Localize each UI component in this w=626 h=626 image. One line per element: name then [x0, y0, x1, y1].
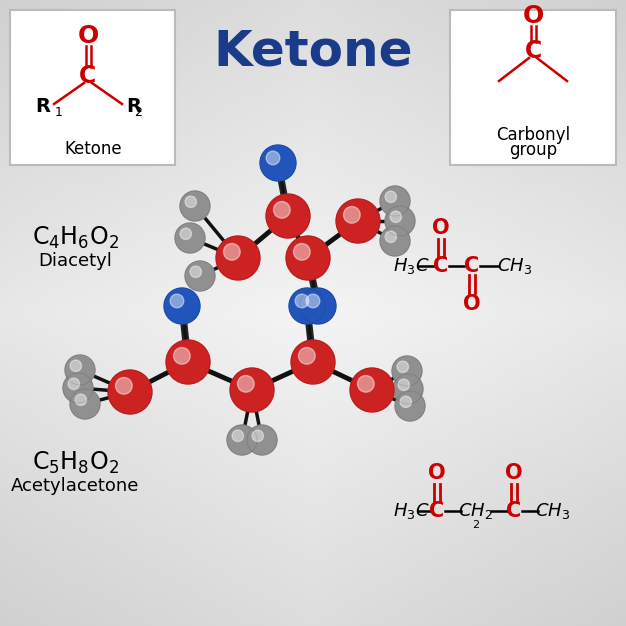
Circle shape [164, 288, 200, 324]
Text: Ketone: Ketone [213, 27, 413, 75]
Circle shape [380, 186, 410, 216]
Circle shape [395, 391, 425, 421]
Circle shape [336, 199, 380, 243]
Text: $CH_3$: $CH_3$ [535, 501, 570, 521]
Circle shape [180, 191, 210, 221]
Circle shape [115, 377, 132, 394]
Text: O: O [522, 4, 543, 28]
Circle shape [295, 294, 309, 308]
Text: C: C [506, 501, 521, 521]
Circle shape [385, 231, 396, 242]
Circle shape [216, 236, 260, 280]
Circle shape [68, 378, 80, 389]
Text: C: C [429, 501, 444, 521]
Bar [10, 10, 175, 165]
Circle shape [180, 228, 192, 240]
Text: $CH_3$: $CH_3$ [498, 256, 533, 276]
Text: Diacetyl: Diacetyl [38, 252, 112, 270]
Text: O: O [78, 24, 99, 48]
Circle shape [380, 226, 410, 256]
Text: Ketone: Ketone [64, 140, 122, 158]
Circle shape [392, 356, 422, 386]
Circle shape [398, 379, 409, 391]
Circle shape [173, 347, 190, 364]
Circle shape [397, 361, 409, 372]
Text: C: C [433, 256, 449, 276]
Circle shape [75, 394, 86, 406]
Text: Carbonyl: Carbonyl [496, 126, 570, 144]
Text: O: O [432, 218, 450, 238]
Circle shape [393, 374, 423, 404]
Circle shape [175, 223, 205, 253]
Text: 2: 2 [473, 520, 480, 530]
Circle shape [70, 360, 81, 371]
Circle shape [170, 294, 184, 308]
Circle shape [266, 194, 310, 238]
Circle shape [289, 288, 325, 324]
Circle shape [237, 376, 254, 393]
Text: $CH_2$: $CH_2$ [458, 501, 493, 521]
Text: $H_3C$: $H_3C$ [393, 501, 429, 521]
Circle shape [260, 145, 296, 181]
Circle shape [299, 347, 316, 364]
Circle shape [65, 355, 95, 385]
Text: $\mathsf{C_5H_8O_2}$: $\mathsf{C_5H_8O_2}$ [31, 450, 118, 476]
Circle shape [70, 389, 100, 419]
Text: O: O [505, 463, 523, 483]
Circle shape [344, 207, 360, 223]
Circle shape [227, 425, 257, 455]
Circle shape [230, 368, 274, 412]
Circle shape [400, 396, 411, 408]
Text: R: R [126, 96, 141, 116]
Circle shape [350, 368, 394, 412]
Text: C: C [525, 39, 541, 63]
Circle shape [390, 211, 401, 222]
Text: O: O [463, 294, 481, 314]
Circle shape [274, 202, 290, 218]
Circle shape [286, 236, 330, 280]
Circle shape [232, 430, 244, 441]
Text: R: R [35, 96, 50, 116]
Circle shape [291, 340, 335, 384]
Circle shape [247, 425, 277, 455]
Circle shape [223, 244, 240, 260]
Circle shape [108, 370, 152, 414]
Text: C: C [80, 64, 96, 88]
Circle shape [63, 373, 93, 403]
Circle shape [306, 294, 320, 308]
Text: Acetylacetone: Acetylacetone [11, 477, 139, 495]
Circle shape [166, 340, 210, 384]
Circle shape [300, 288, 336, 324]
Circle shape [266, 151, 280, 165]
Bar [450, 10, 616, 165]
Text: $\mathsf{C_4H_6O_2}$: $\mathsf{C_4H_6O_2}$ [31, 225, 118, 251]
Text: 2: 2 [134, 106, 142, 120]
Circle shape [252, 430, 264, 441]
Text: 1: 1 [55, 106, 63, 120]
Text: $H_3C$: $H_3C$ [393, 256, 429, 276]
Circle shape [357, 376, 374, 393]
Circle shape [190, 266, 202, 277]
Circle shape [185, 261, 215, 291]
Circle shape [294, 244, 310, 260]
Text: C: C [464, 256, 480, 276]
Text: group: group [509, 141, 557, 159]
Circle shape [185, 196, 197, 207]
Circle shape [385, 206, 415, 236]
Circle shape [385, 191, 396, 202]
Text: O: O [428, 463, 446, 483]
